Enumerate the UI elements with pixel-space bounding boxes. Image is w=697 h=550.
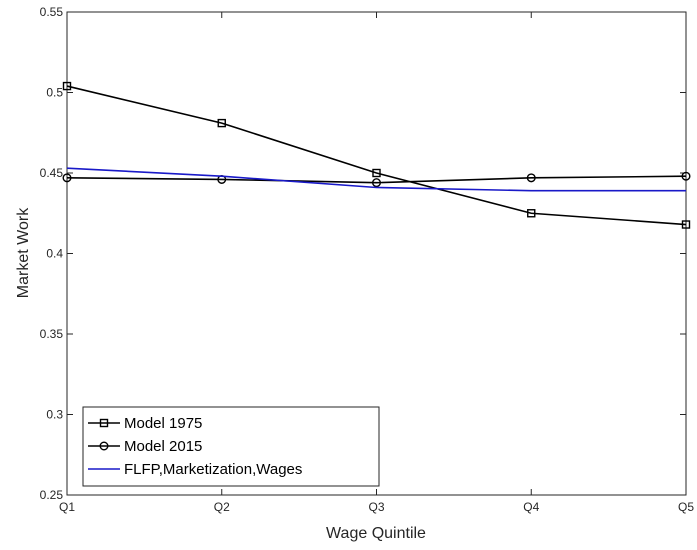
legend-label: FLFP,Marketization,Wages (124, 461, 302, 478)
x-tick-label: Q5 (678, 500, 694, 514)
legend-label: Model 1975 (124, 415, 202, 432)
x-tick-label: Q4 (523, 500, 539, 514)
x-axis: Q1 Q2 Q3 Q4 Q5 (59, 12, 694, 514)
series-line-2 (66, 175, 687, 184)
data-point-square (62, 81, 72, 91)
y-tick-label: 0.5 (46, 86, 63, 100)
x-tick-label: Q2 (214, 500, 230, 514)
y-tick-label: 0.25 (40, 488, 64, 502)
y-axis-title: Market Work (15, 207, 32, 298)
series-line-3 (66, 167, 686, 192)
data-point-square (681, 220, 691, 229)
y-tick-label: 0.55 (40, 5, 64, 19)
legend: Model 1975 Model 2015 FLFP,Marketization,W… (82, 406, 380, 487)
legend-marker-square (99, 418, 109, 428)
x-tick-label: Q3 (368, 500, 384, 514)
data-point-square (217, 118, 226, 128)
legend-box (82, 406, 380, 487)
y-tick-label: 0.35 (40, 327, 64, 341)
data-point-square (372, 168, 381, 178)
series-layer (62, 81, 691, 229)
x-tick-label: Q1 (59, 500, 75, 514)
legend-label: Model 2015 (124, 438, 202, 455)
data-point-square (527, 209, 536, 218)
data-point-circle (372, 178, 382, 188)
data-point-circle (526, 173, 536, 183)
y-tick-label: 0.3 (46, 408, 63, 422)
x-axis-title: Wage Quintile (326, 525, 426, 542)
y-axis: 0.25 0.3 0.35 0.4 0.45 0.5 0.55 (40, 5, 686, 502)
y-tick-label: 0.4 (46, 247, 63, 261)
data-point-circle (62, 173, 72, 183)
y-tick-label: 0.45 (40, 166, 64, 180)
series-line-1 (66, 85, 687, 226)
legend-marker-circle (99, 441, 109, 451)
data-point-circle (681, 171, 691, 181)
